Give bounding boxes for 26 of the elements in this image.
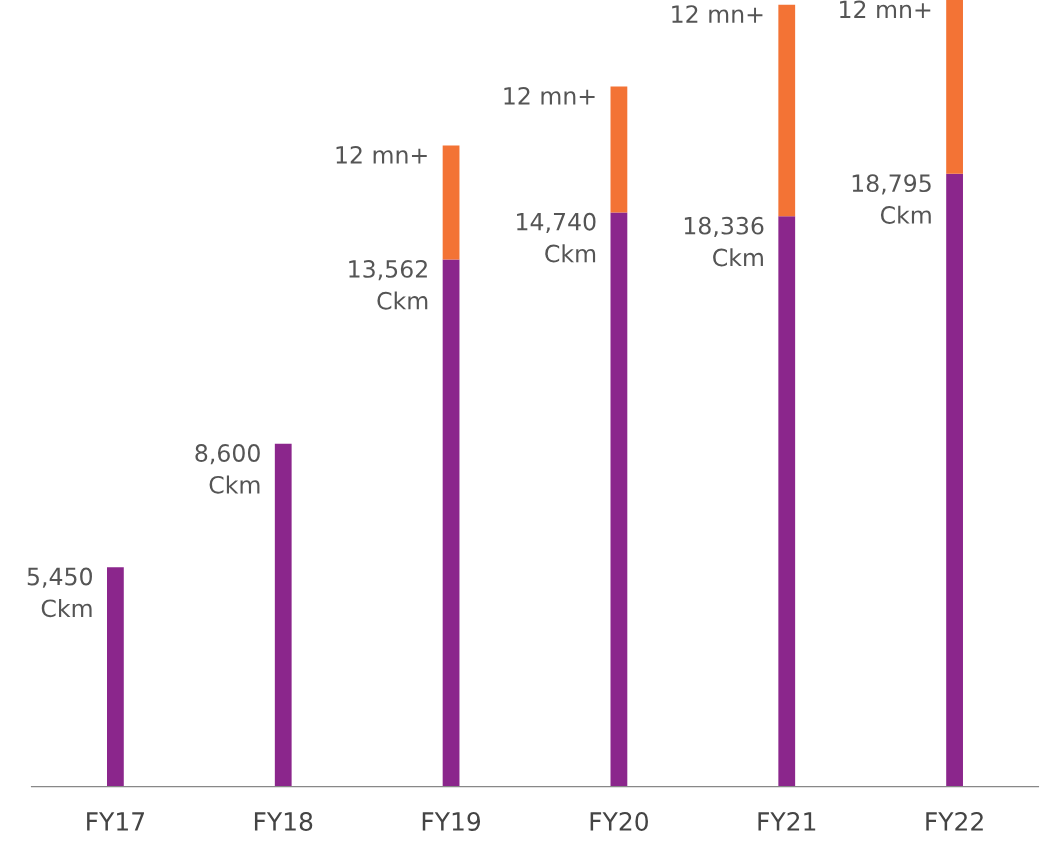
annotation: 12 mn+ [504, 86, 595, 105]
bar [610, 212, 628, 787]
x-tick-label: FY18 [254, 812, 313, 831]
x-tick-label: FY19 [422, 812, 481, 831]
bar [946, 173, 963, 787]
x-tick-label: FY17 [87, 812, 144, 831]
annotation: 18,795 Ckm [852, 174, 931, 224]
bar [107, 567, 124, 787]
annotation: 14,740 Ckm [517, 212, 596, 263]
bar [274, 443, 292, 787]
bar [946, 0, 963, 174]
bar [442, 145, 460, 260]
bar [778, 4, 796, 217]
annotation: 18,336 Ckm [684, 216, 764, 267]
x-tick-label: FY22 [926, 812, 983, 831]
annotation: 12 mn+ [336, 145, 427, 164]
annotation: 8,600 Ckm [195, 444, 260, 494]
x-tick-label: FY20 [590, 812, 648, 831]
bar [442, 259, 460, 787]
x-tick-label: FY21 [758, 812, 816, 831]
annotation: 13,562 Ckm [349, 259, 428, 310]
bar [610, 86, 628, 213]
annotation: 12 mn+ [840, 0, 931, 18]
bar [778, 216, 796, 787]
annotation: 12 mn+ [672, 5, 763, 23]
annotation: 5,450 Ckm [27, 567, 92, 618]
